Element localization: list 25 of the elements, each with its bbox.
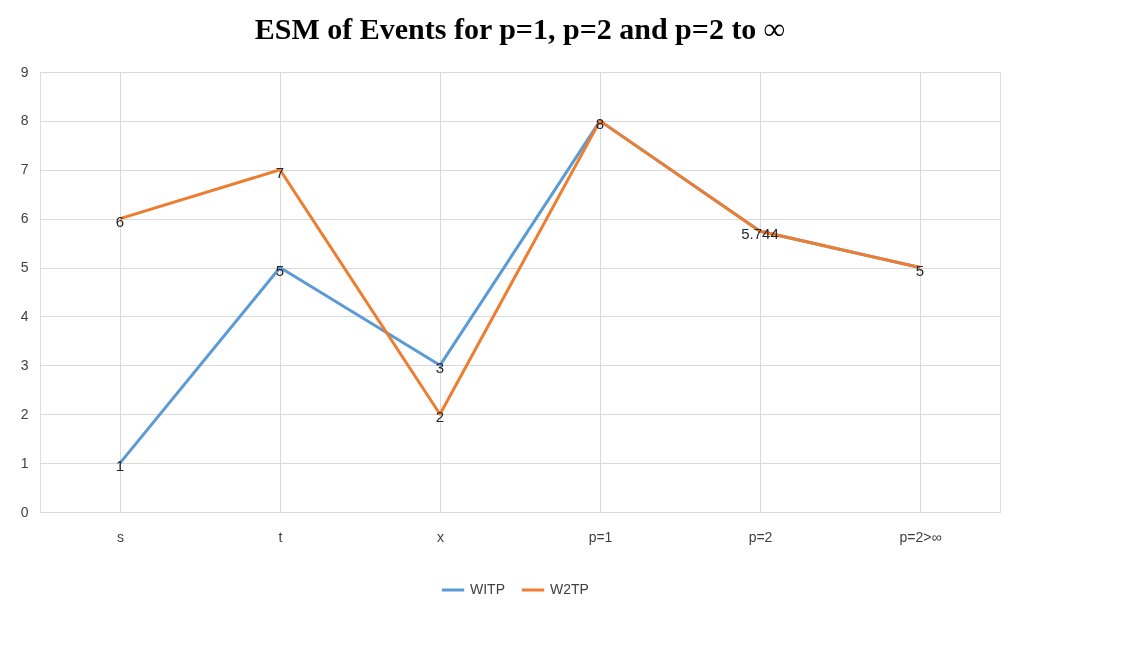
- x-tick-label: x: [437, 528, 444, 545]
- data-label: 2: [435, 408, 445, 426]
- x-tick-label: p=1: [588, 528, 613, 545]
- data-label: 5: [275, 261, 285, 279]
- x-tick-label: s: [117, 528, 124, 545]
- data-label: 1: [115, 457, 125, 475]
- x-tick-label: p=2: [748, 528, 773, 545]
- chart-title: ESM of Events for p=1, p=2 and p=2 to ∞: [254, 12, 786, 45]
- legend-label: W2TP: [550, 581, 589, 597]
- y-tick-label: 8: [20, 112, 29, 129]
- data-label: 6: [115, 212, 125, 230]
- data-label: 7: [275, 163, 285, 181]
- y-tick-label: 1: [20, 454, 29, 471]
- y-tick-label: 7: [20, 161, 29, 178]
- x-tick-label: t: [278, 528, 283, 545]
- y-tick-label: 4: [20, 307, 29, 324]
- y-tick-label: 9: [20, 63, 29, 80]
- x-tick-label: p=2>∞: [899, 528, 942, 545]
- y-tick-label: 6: [20, 210, 29, 227]
- y-tick-label: 5: [20, 259, 29, 276]
- y-tick-label: 3: [20, 356, 29, 373]
- data-label: 5: [915, 261, 925, 279]
- legend-label: WITP: [470, 581, 505, 597]
- y-tick-label: 0: [20, 503, 29, 520]
- y-tick-label: 2: [20, 405, 29, 422]
